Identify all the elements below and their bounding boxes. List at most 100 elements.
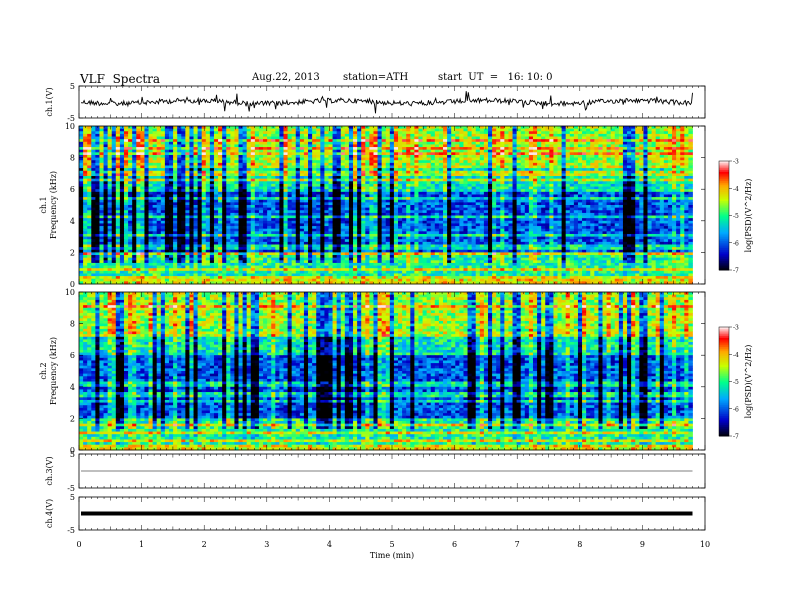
ch1-spectrogram-cell: [87, 189, 92, 193]
ch1-spectrogram-cell: [263, 154, 268, 158]
ch1-spectrogram-cell: [340, 162, 346, 166]
ch1-spectrogram-cell: [651, 165, 657, 169]
ch1-spectrogram-cell: [582, 173, 587, 177]
ch1-spectrogram-cell: [594, 183, 599, 187]
ch1-spectrogram-cell: [643, 176, 648, 180]
ch1-spectrogram-cell: [173, 144, 178, 148]
ch1-spectrogram-cell: [475, 141, 481, 145]
ch1-spectrogram-cell: [512, 154, 518, 158]
ch1-spectrogram-cell: [365, 205, 370, 209]
ch1-spectrogram-cell: [504, 131, 509, 135]
ch1-spectrogram-cell: [553, 194, 558, 198]
ch1-spectrogram-cell: [639, 165, 644, 169]
ch1-spectrogram-cell: [140, 178, 145, 182]
ch1-spectrogram-cell: [586, 131, 591, 135]
ch1-spectrogram-cell: [222, 189, 227, 193]
ch1-spectrogram-cell: [471, 189, 477, 193]
ch1-spectrogram-cell: [177, 199, 182, 203]
ch1-spectrogram-cell: [336, 186, 342, 190]
ch1-spectrogram-cell: [447, 165, 452, 169]
ch1-spectrogram-cell: [635, 183, 640, 187]
ch1-spectrogram-cell: [627, 126, 632, 130]
ch1-spectrogram-cell: [479, 173, 485, 177]
ch1-spectrogram-cell: [246, 162, 252, 166]
ch1-spectrogram-cell: [414, 131, 419, 135]
ch1-spectrogram-cell: [111, 128, 117, 132]
ch1-spectrogram-cell: [291, 152, 297, 156]
ch1-spectrogram-cell: [328, 152, 333, 156]
ch1-spectrogram-cell: [516, 183, 522, 187]
ch1-spectrogram-cell: [279, 126, 284, 130]
ch1-spectrogram-cell: [483, 131, 489, 135]
ch1-spectrogram-cell: [332, 191, 338, 195]
ch1-spectrogram-cell: [443, 199, 448, 203]
ch1-spectrogram-cell: [201, 165, 207, 169]
ch1-spectrogram-cell: [532, 191, 538, 195]
ch1-spectrogram-cell: [254, 170, 260, 174]
ch1-spectrogram-cell: [283, 183, 288, 187]
ch1-spectrogram-cell: [586, 183, 591, 187]
ch1-spectrogram-cell: [532, 152, 538, 156]
ch1-spectrogram-cell: [267, 173, 272, 177]
ch1-spectrogram-cell: [684, 202, 689, 206]
ch1-spectrogram-cell: [287, 157, 293, 161]
ch1-spectrogram-cell: [553, 136, 558, 140]
ch1-spectrogram-cell: [205, 186, 211, 190]
ch1-spectrogram-cell: [594, 126, 599, 130]
ch1-spectrogram-cell: [500, 141, 505, 145]
ch1-spectrogram-cell: [410, 126, 415, 130]
ch1-spectrogram-cell: [177, 139, 182, 143]
ch1-spectrogram-cell: [451, 136, 456, 140]
ch1-spectrogram-cell: [320, 186, 325, 190]
ch1-spectrogram-cell: [492, 128, 497, 132]
ch1-spectrogram-cell: [218, 189, 223, 193]
ch1-spectrogram-cell: [398, 136, 403, 140]
ch1-spectrogram-cell: [373, 173, 378, 177]
ch1-spectrogram-cell: [406, 178, 411, 182]
ch1-spectrogram-cell: [443, 162, 448, 166]
ch1-spectrogram-cell: [357, 147, 362, 151]
ch1-spectrogram-cell: [189, 205, 194, 209]
ch1-spectrogram-cell: [369, 126, 374, 130]
ch1-spectrogram-cell: [99, 154, 104, 158]
ch1-spectrogram-cell: [532, 144, 538, 148]
ch1-spectrogram-cell: [398, 189, 403, 193]
ch1-spectrogram-cell: [234, 165, 239, 169]
ch1-spectrogram-cell: [254, 165, 260, 169]
ch1-spectrogram-cell: [541, 133, 546, 137]
ch1-spectrogram-cell: [659, 191, 665, 195]
ch1-spectrogram-cell: [136, 157, 141, 161]
ch1-spectrogram-cell: [160, 133, 166, 137]
ch1-spectrogram-cell: [532, 199, 538, 203]
ch1-spectrogram-cell: [213, 157, 219, 161]
ch1-spectrogram-cell: [95, 139, 100, 143]
ch1-spectrogram-cell: [524, 176, 530, 180]
ch1-spectrogram-cell: [569, 162, 575, 166]
ch1-spectrogram-cell: [279, 199, 284, 203]
ch1-spectrogram-cell: [569, 160, 575, 164]
ch1-spectrogram-cell: [111, 141, 117, 145]
ch1-spectrogram-cell: [573, 141, 579, 145]
ch1-spectrogram-cell: [614, 139, 620, 143]
ch1-spectrogram-cell: [152, 194, 158, 198]
ch1-spectrogram-cell: [177, 176, 182, 180]
ch1-spectrogram-cell: [688, 165, 693, 169]
ch1-spectrogram-cell: [520, 131, 526, 135]
ch1-spectrogram-cell: [426, 126, 432, 130]
ch1-spectrogram-cell: [377, 176, 383, 180]
ch1-spectrogram-cell: [688, 128, 693, 132]
ch1-spectrogram-cell: [348, 178, 354, 182]
ch1-spectrogram-cell: [222, 194, 227, 198]
ch1-spectrogram-cell: [672, 181, 677, 185]
ch1-spectrogram-cell: [516, 197, 522, 201]
ch1-spectrogram-cell: [672, 162, 677, 166]
ch1-spectrogram-cell: [663, 178, 669, 182]
ch1-spectrogram-cell: [181, 165, 186, 169]
ch1-spectrogram-cell: [340, 133, 346, 137]
ch1-spectrogram-cell: [91, 152, 96, 156]
ch1-spectrogram-cell: [500, 126, 505, 130]
ch1-spectrogram-cell: [479, 165, 485, 169]
ch1-spectrogram-cell: [618, 141, 624, 145]
ch1-spectrogram-cell: [520, 126, 526, 130]
ch1-spectrogram-cell: [455, 131, 460, 135]
